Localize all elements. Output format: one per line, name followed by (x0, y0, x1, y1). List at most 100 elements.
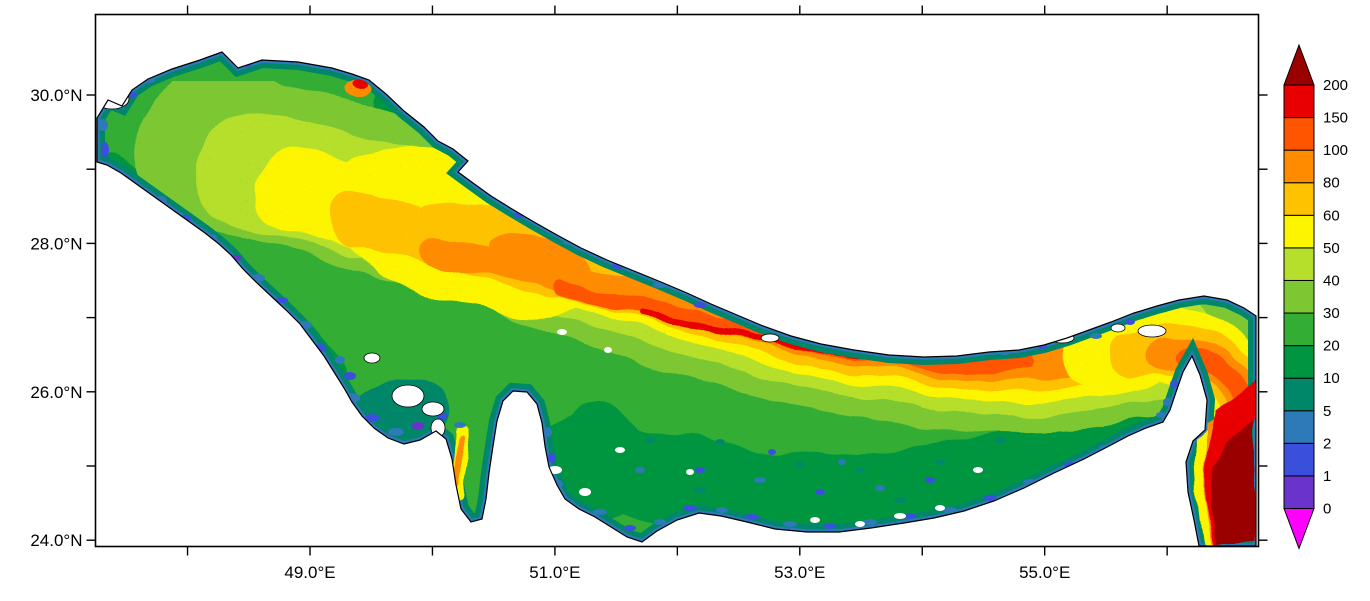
colorbar-band (1283, 475, 1315, 509)
colorbar-tick-label: 30 (1323, 305, 1340, 322)
island-patch (760, 333, 780, 343)
colorbar-band (1283, 182, 1315, 216)
shallow-speckle (544, 427, 552, 437)
x-tick-label: 51.0°E (529, 563, 580, 582)
island-patch (391, 384, 425, 408)
shallow-speckle (694, 302, 706, 308)
axis-ticks (86, 5, 1268, 556)
island-patch (421, 401, 445, 417)
axis-labels: 49.0°E 51.0°E 53.0°E 55.0°E 30.0°N 28.0°N 26.0… (30, 86, 1070, 582)
shallow-speckle (815, 489, 825, 495)
island-patch (810, 517, 820, 523)
colorbar-tick-label: 60 (1323, 207, 1340, 224)
shallow-speckle (863, 519, 877, 525)
colorbar-band (1283, 247, 1315, 281)
colorbar-tick-label: 1 (1323, 468, 1331, 485)
shallow-speckle (276, 297, 288, 303)
shallow-speckle (98, 119, 108, 131)
colorbar-tick-label: 0 (1323, 501, 1331, 518)
shallow-speckle (894, 497, 906, 503)
shallow-speckle (1090, 333, 1102, 339)
x-tick-label: 49.0°E (284, 563, 335, 582)
shallow-speckle (754, 477, 766, 483)
y-tick-label: 26.0°N (30, 383, 82, 402)
island-patch (894, 513, 906, 519)
island-patch (579, 488, 591, 496)
colorbar-band (1283, 312, 1315, 347)
shallow-speckle (875, 485, 885, 491)
y-tick-label: 28.0°N (30, 234, 82, 253)
colorbar-band (1283, 117, 1315, 151)
shallow-speckle (935, 459, 945, 465)
colorbar-band (1283, 345, 1315, 379)
shallow-speckle (855, 467, 865, 473)
colorbar-tick-label: 20 (1323, 338, 1340, 355)
colorbar-over-arrow (1283, 43, 1315, 86)
shallow-speckle (694, 487, 706, 493)
island-patch (615, 447, 625, 453)
shallow-speckle (344, 372, 356, 380)
colorbar-tick-label: 100 (1323, 142, 1348, 159)
island-patch (604, 347, 612, 353)
shallow-speckle (768, 449, 776, 455)
shallow-speckle (683, 505, 697, 511)
shallow-speckle (745, 514, 759, 520)
shallow-speckle (101, 142, 109, 158)
x-tick-label: 55.0°E (1019, 563, 1070, 582)
shallow-speckle (984, 495, 996, 501)
shallow-speckle (1125, 319, 1135, 325)
island-patch (935, 505, 945, 511)
shallow-speckle (454, 422, 466, 428)
shallow-speckle (335, 356, 345, 364)
island-patch (686, 469, 694, 475)
zone-oman-over-200 (1208, 420, 1256, 546)
island-patch (855, 521, 865, 527)
shallow-speckle (1170, 380, 1178, 388)
colorbar-tick-label: 10 (1323, 370, 1340, 387)
shallow-speckle (925, 477, 935, 483)
island-patch (1110, 323, 1126, 333)
deep-zones-hormuz-oman-layer (344, 76, 1256, 546)
y-tick-label: 24.0°N (30, 531, 82, 550)
island-patch (557, 329, 567, 335)
colorbar-band (1283, 410, 1315, 444)
shallow-speckle (654, 519, 666, 525)
shallow-speckle (904, 513, 916, 519)
shallow-speckle (412, 422, 424, 430)
shallow-speckle (716, 507, 728, 513)
shallow-speckle (995, 437, 1005, 443)
shallow-speckle (943, 507, 957, 513)
shallow-speckle (824, 523, 836, 529)
colorbar-band (1283, 279, 1315, 314)
shallow-speckle (388, 428, 404, 436)
colorbar-tick-label: 80 (1323, 175, 1340, 192)
colorbar-band (1283, 214, 1315, 249)
colorbar-tick-label: 2 (1323, 435, 1331, 452)
shallow-speckle (635, 467, 645, 473)
colorbar-tick-label: 40 (1323, 272, 1340, 289)
colorbar-tick-label: 50 (1323, 240, 1340, 257)
shallow-speckle (645, 437, 655, 443)
shallow-speckle (715, 439, 725, 445)
shallow-speckle (624, 525, 636, 531)
y-tick-label: 30.0°N (30, 86, 82, 105)
island-patch (973, 467, 983, 473)
colorbar-band (1283, 377, 1315, 412)
shallow-speckle (1163, 398, 1173, 406)
x-tick-label: 53.0°E (774, 563, 825, 582)
colorbar-tick-label: 150 (1323, 110, 1348, 127)
colorbar-tick-label: 200 (1323, 77, 1348, 94)
shallow-speckle (838, 459, 846, 465)
shallow-speckle (783, 521, 797, 527)
colorbar-under-arrow (1283, 508, 1315, 550)
colorbar-band (1283, 442, 1315, 477)
colorbar-band (1283, 149, 1315, 184)
colorbar-tick-label: 5 (1323, 403, 1331, 420)
shallow-speckle (695, 467, 705, 473)
shallow-speckle (795, 462, 805, 468)
colorbar-band (1283, 84, 1315, 119)
zone-salwa-strip-80 (457, 443, 464, 490)
island-patch (363, 352, 381, 364)
